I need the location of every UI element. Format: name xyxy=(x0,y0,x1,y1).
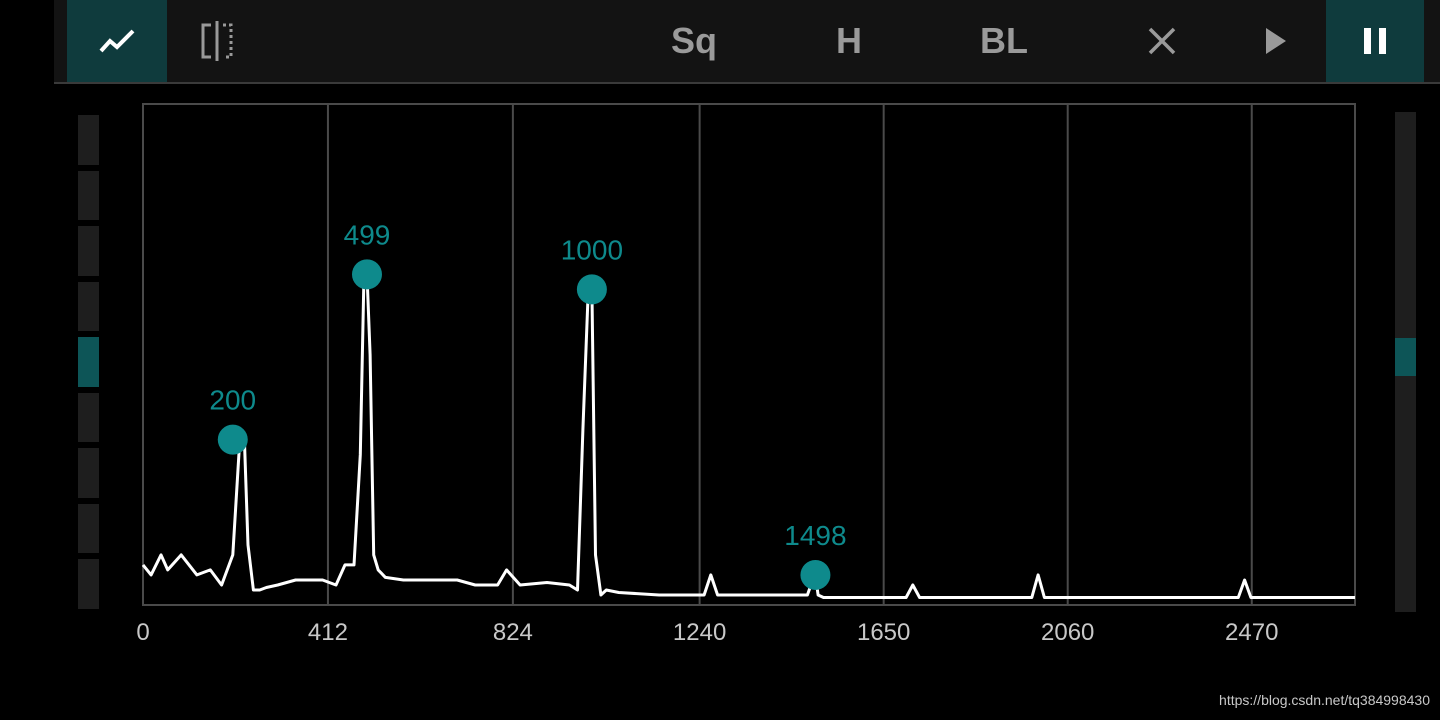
level-segment[interactable] xyxy=(78,170,99,221)
spectrum-mode-button[interactable] xyxy=(67,0,167,82)
peak-label: 499 xyxy=(344,219,391,250)
peak-label: 1498 xyxy=(784,520,846,551)
level-scale[interactable] xyxy=(78,115,99,609)
level-segment[interactable] xyxy=(78,115,99,165)
level-segment[interactable] xyxy=(78,281,99,332)
level-segment-active[interactable] xyxy=(78,337,99,387)
level-segment[interactable] xyxy=(78,226,99,276)
x-tick-label: 1650 xyxy=(857,619,910,646)
play-button[interactable] xyxy=(1226,0,1326,82)
close-icon xyxy=(1148,27,1176,55)
scrollbar-thumb[interactable] xyxy=(1395,338,1416,377)
vertical-scrollbar[interactable] xyxy=(1395,112,1416,612)
split-view-icon xyxy=(201,21,233,61)
line-chart-icon xyxy=(99,29,135,53)
peak-marker xyxy=(351,259,382,290)
plot-frame xyxy=(142,103,1356,606)
pause-button[interactable] xyxy=(1326,0,1424,82)
x-tick-label: 1240 xyxy=(673,619,726,646)
level-segment[interactable] xyxy=(78,448,99,498)
split-view-button[interactable] xyxy=(167,0,267,82)
level-segment[interactable] xyxy=(78,503,99,554)
x-tick-label: 2060 xyxy=(1041,619,1094,646)
peak-label: 200 xyxy=(209,385,256,416)
h-button[interactable]: H xyxy=(799,0,899,82)
level-segment[interactable] xyxy=(78,392,99,443)
spectrum-trace xyxy=(141,272,1355,599)
pause-icon xyxy=(1364,28,1386,54)
x-tick-label: 0 xyxy=(136,619,149,646)
bl-button-label: BL xyxy=(980,20,1028,61)
watermark: https://blog.csdn.net/tq384998430 xyxy=(1219,692,1430,708)
play-icon xyxy=(1266,28,1286,54)
x-tick-label: 2470 xyxy=(1225,619,1278,646)
h-button-label: H xyxy=(836,20,862,61)
sq-button[interactable]: Sq xyxy=(644,0,744,82)
level-segment[interactable] xyxy=(78,559,99,609)
x-tick-label: 412 xyxy=(308,619,348,646)
peak-label: 1000 xyxy=(561,234,623,265)
toolbar: Sq H BL xyxy=(54,0,1440,84)
bl-button[interactable]: BL xyxy=(954,0,1054,82)
peak-marker xyxy=(217,424,248,455)
sq-button-label: Sq xyxy=(670,20,717,61)
x-tick-label: 824 xyxy=(493,619,533,646)
peak-marker xyxy=(800,559,831,590)
clear-button[interactable] xyxy=(1112,0,1212,82)
peak-marker xyxy=(576,274,607,305)
